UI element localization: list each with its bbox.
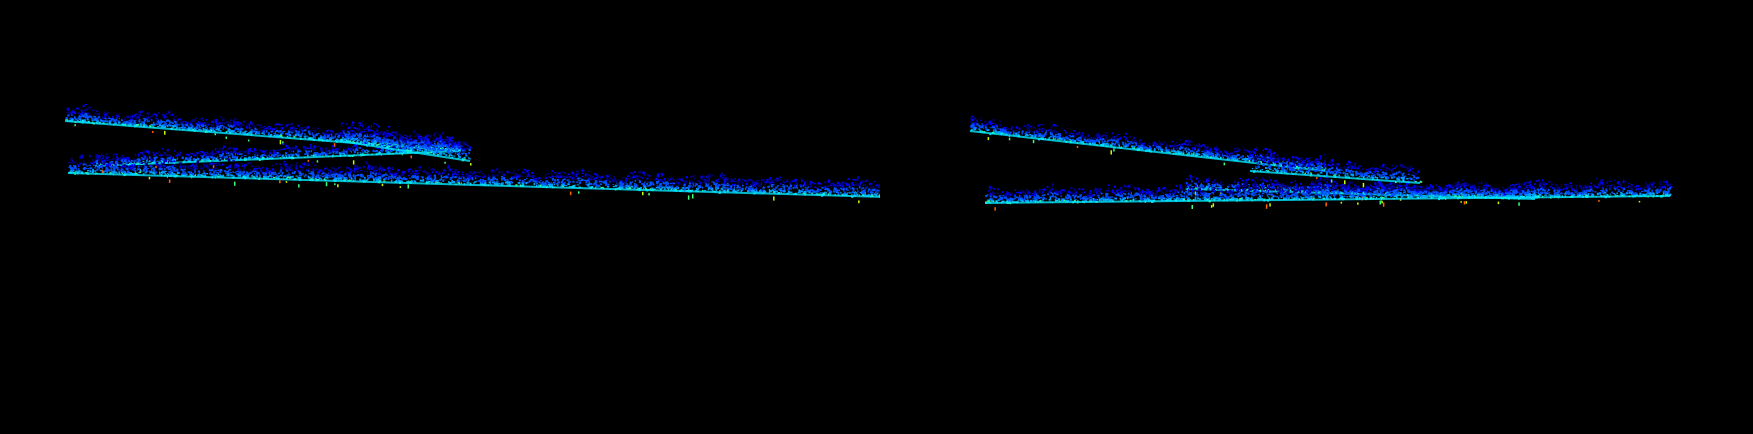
left-point-cloud-svg [64, 104, 880, 204]
left-junction-cluster [339, 121, 472, 166]
right-point-cloud-svg [969, 115, 1673, 211]
left-upper-strand [64, 104, 463, 152]
right-upper-strand [969, 115, 1327, 177]
right-lower-strand [984, 177, 1673, 211]
right-junction-cluster [1249, 154, 1423, 188]
left-point-cloud-view [64, 104, 880, 204]
right-point-cloud-view [960, 0, 1753, 434]
left-lower-strand [67, 154, 880, 204]
